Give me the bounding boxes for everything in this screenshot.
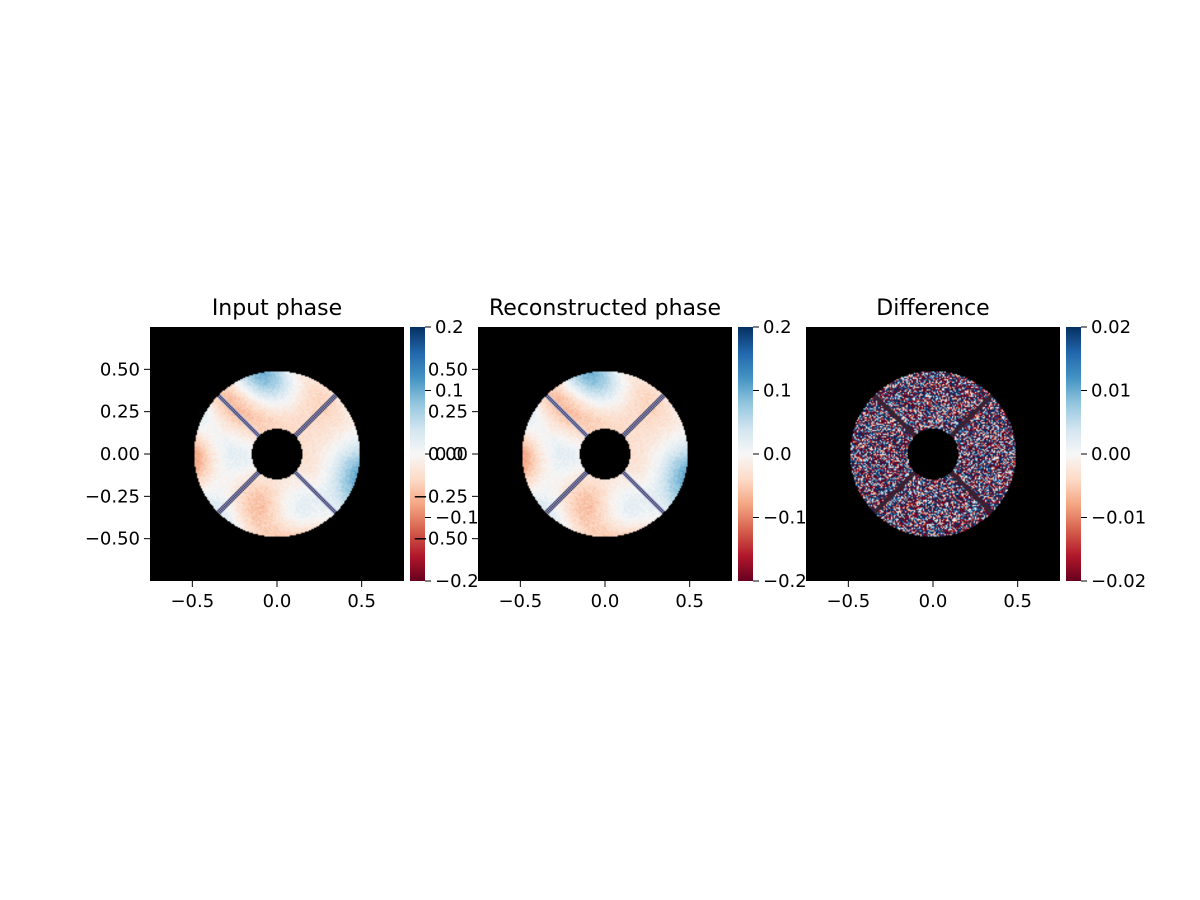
colorbar-tick-label: −0.02 [1091,571,1146,592]
y-tick-label: 0.50 [100,359,140,380]
heatmap-image [806,327,1060,581]
colorbar-tick-label: 0.00 [1091,444,1131,465]
x-tick-label: 0.0 [919,591,948,612]
y-tick-label: 0.25 [428,402,468,423]
panel-title: Reconstructed phase [489,296,721,321]
x-tick-label: −0.5 [170,591,214,612]
x-tick-label: 0.5 [1003,591,1032,612]
panel-3: Difference −0.5 0.0 0.5 0.02 0.01 0.00 −0.01 −0.… [806,296,1146,612]
y-tick-label: 0.50 [428,359,468,380]
x-tick-label: 0.0 [263,591,292,612]
colorbar-tick-label: −0.2 [435,571,479,592]
heatmap-image [478,327,732,581]
y-tick-label: −0.25 [413,486,468,507]
y-tick-label: −0.50 [413,529,468,550]
y-tick-label: 0.00 [100,444,140,465]
colorbar [410,327,425,581]
colorbar-tick-label: 0.0 [435,444,464,465]
panel-1: Input phase−0.5 0.0 0.50.500.250.00−0.25−0… [85,296,479,612]
colorbar-tick-label: 0.0 [763,444,792,465]
colorbar-tick-label: 0.01 [1091,381,1131,402]
x-tick-label: −0.5 [498,591,542,612]
panel-2: Reconstructed phase −0.5 0.0 0.5 0.50 0.25 0.0… [413,296,807,612]
colorbar [738,327,753,581]
y-tick-label: −0.50 [85,529,140,550]
colorbar-tick-label: −0.1 [763,508,807,529]
colorbar [1066,327,1081,581]
colorbar-tick-label: 0.2 [763,317,792,338]
y-tick-label: 0.00 [428,444,468,465]
colorbar-tick-label: −0.2 [763,571,807,592]
y-tick-label: 0.25 [100,402,140,423]
panel-title: Difference [876,296,989,321]
x-tick-label: 0.5 [675,591,704,612]
y-tick-label: −0.25 [85,486,140,507]
colorbar-tick-label: 0.1 [435,381,464,402]
heatmap-image [150,327,404,581]
x-tick-label: −0.5 [826,591,870,612]
x-tick-label: 0.0 [591,591,620,612]
colorbar-tick-label: 0.02 [1091,317,1131,338]
colorbar-tick-label: 0.1 [763,381,792,402]
x-tick-label: 0.5 [347,591,376,612]
colorbar-tick-label: 0.2 [435,317,464,338]
panel-title: Input phase [212,296,342,321]
colorbar-tick-label: −0.01 [1091,508,1146,529]
colorbar-tick-label: −0.1 [435,508,479,529]
